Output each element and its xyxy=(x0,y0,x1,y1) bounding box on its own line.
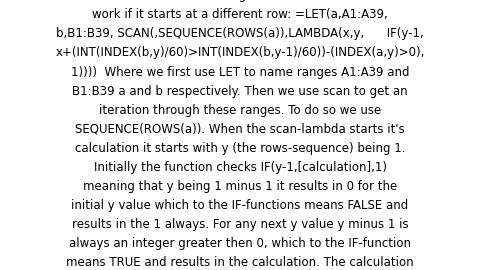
Text: b,B1:B39, SCAN(,SEQUENCE(ROWS(a)),LAMBDA(x,y,      IF(y-1,: b,B1:B39, SCAN(,SEQUENCE(ROWS(a)),LAMBDA… xyxy=(56,27,424,40)
Text: work if it starts at a different row: =LET(a,A1:A39,: work if it starts at a different row: =L… xyxy=(92,8,388,21)
Text: x+(INT(INDEX(b,y)/60)>INT(INDEX(b,y-1)/60))-(INDEX(a,y)>0),: x+(INT(INDEX(b,y)/60)>INT(INDEX(b,y-1)/6… xyxy=(55,46,425,59)
Text: initial y value which to the IF-functions means FALSE and: initial y value which to the IF-function… xyxy=(72,199,408,212)
Text: meaning that y being 1 minus 1 it results in 0 for the: meaning that y being 1 minus 1 it result… xyxy=(83,180,397,193)
Text: iteration through these ranges. To do so we use: iteration through these ranges. To do so… xyxy=(99,104,381,117)
Text: calculation it starts with y (the rows-sequence) being 1.: calculation it starts with y (the rows-s… xyxy=(75,142,405,155)
Text: 1))))  Where we first use LET to name ranges A1:A39 and: 1)))) Where we first use LET to name ran… xyxy=(71,66,409,79)
Text: means TRUE and results in the calculation. The calculation: means TRUE and results in the calculatio… xyxy=(66,256,414,269)
Text: function can start calculating from row 1, but would also: function can start calculating from row … xyxy=(72,0,408,2)
Text: Initially the function checks IF(y-1,[calculation],1): Initially the function checks IF(y-1,[ca… xyxy=(94,161,386,174)
Text: SEQUENCE(ROWS(a)). When the scan-lambda starts it's: SEQUENCE(ROWS(a)). When the scan-lambda … xyxy=(75,123,405,136)
Text: results in the 1 always. For any next y value y minus 1 is: results in the 1 always. For any next y … xyxy=(72,218,408,231)
Text: B1:B39 a and b respectively. Then we use scan to get an: B1:B39 a and b respectively. Then we use… xyxy=(72,85,408,97)
Text: always an integer greater then 0, which to the IF-function: always an integer greater then 0, which … xyxy=(69,237,411,250)
